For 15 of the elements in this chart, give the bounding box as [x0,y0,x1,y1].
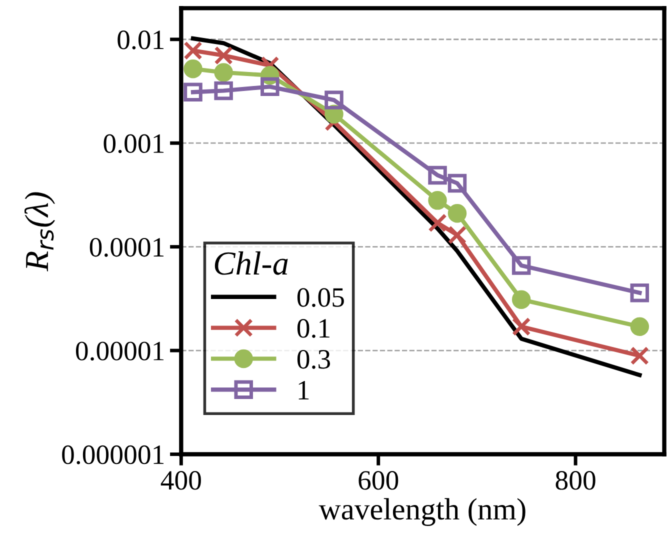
legend-label: 0.3 [297,350,330,369]
legend-label: 0.1 [297,319,330,338]
y-tick-label: 0.001 [104,134,164,154]
x-tick-label: 800 [556,471,596,490]
legend-title: Chl-a [214,251,288,275]
legend-label: 0.05 [297,288,344,307]
y-tick-label: 0.0001 [90,238,164,257]
y-axis-title: R$_{rs}$(λ) [24,192,56,272]
x-axis-title: wavelength (nm) [318,498,526,526]
x-tick-label: 400 [160,471,201,490]
legend-label: 1 [298,381,309,400]
x-tick-label: 600 [358,471,398,490]
y-tick-label: 0.00001 [76,342,164,361]
y-tick-label: 0.000001 [62,445,164,464]
y-tick-label: 0.01 [118,30,164,50]
